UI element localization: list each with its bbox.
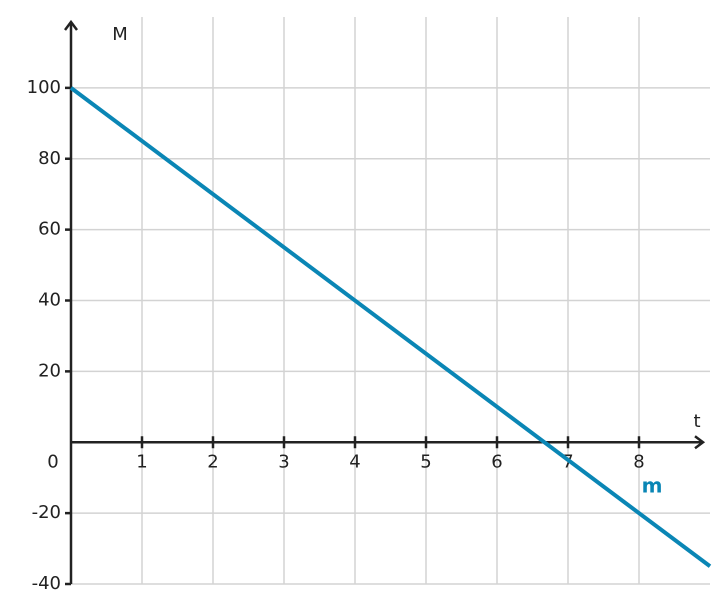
series-label: m [642, 474, 663, 498]
y-tick-label: 0 [47, 451, 58, 472]
y-tick-label: 20 [38, 360, 61, 381]
y-tick-label: -40 [32, 573, 61, 594]
x-axis-label: t [693, 411, 700, 432]
y-axis-label: M [112, 24, 128, 45]
x-tick-label: 6 [491, 451, 502, 472]
x-tick-label: 5 [420, 451, 431, 472]
x-tick-label: 2 [207, 451, 218, 472]
x-tick-label: 3 [278, 451, 289, 472]
x-tick-label: 1 [136, 451, 147, 472]
y-tick-label: 100 [27, 77, 61, 98]
x-tick-label: 8 [633, 451, 644, 472]
x-tick-label: 4 [349, 451, 360, 472]
y-tick-label: 60 [38, 219, 61, 240]
y-tick-label: -20 [32, 502, 61, 523]
y-axis-arrow [64, 19, 78, 31]
line [69, 86, 712, 568]
x-axis-arrow [694, 435, 706, 450]
y-tick-label: 80 [38, 148, 61, 169]
y-tick-label: 40 [38, 290, 61, 311]
